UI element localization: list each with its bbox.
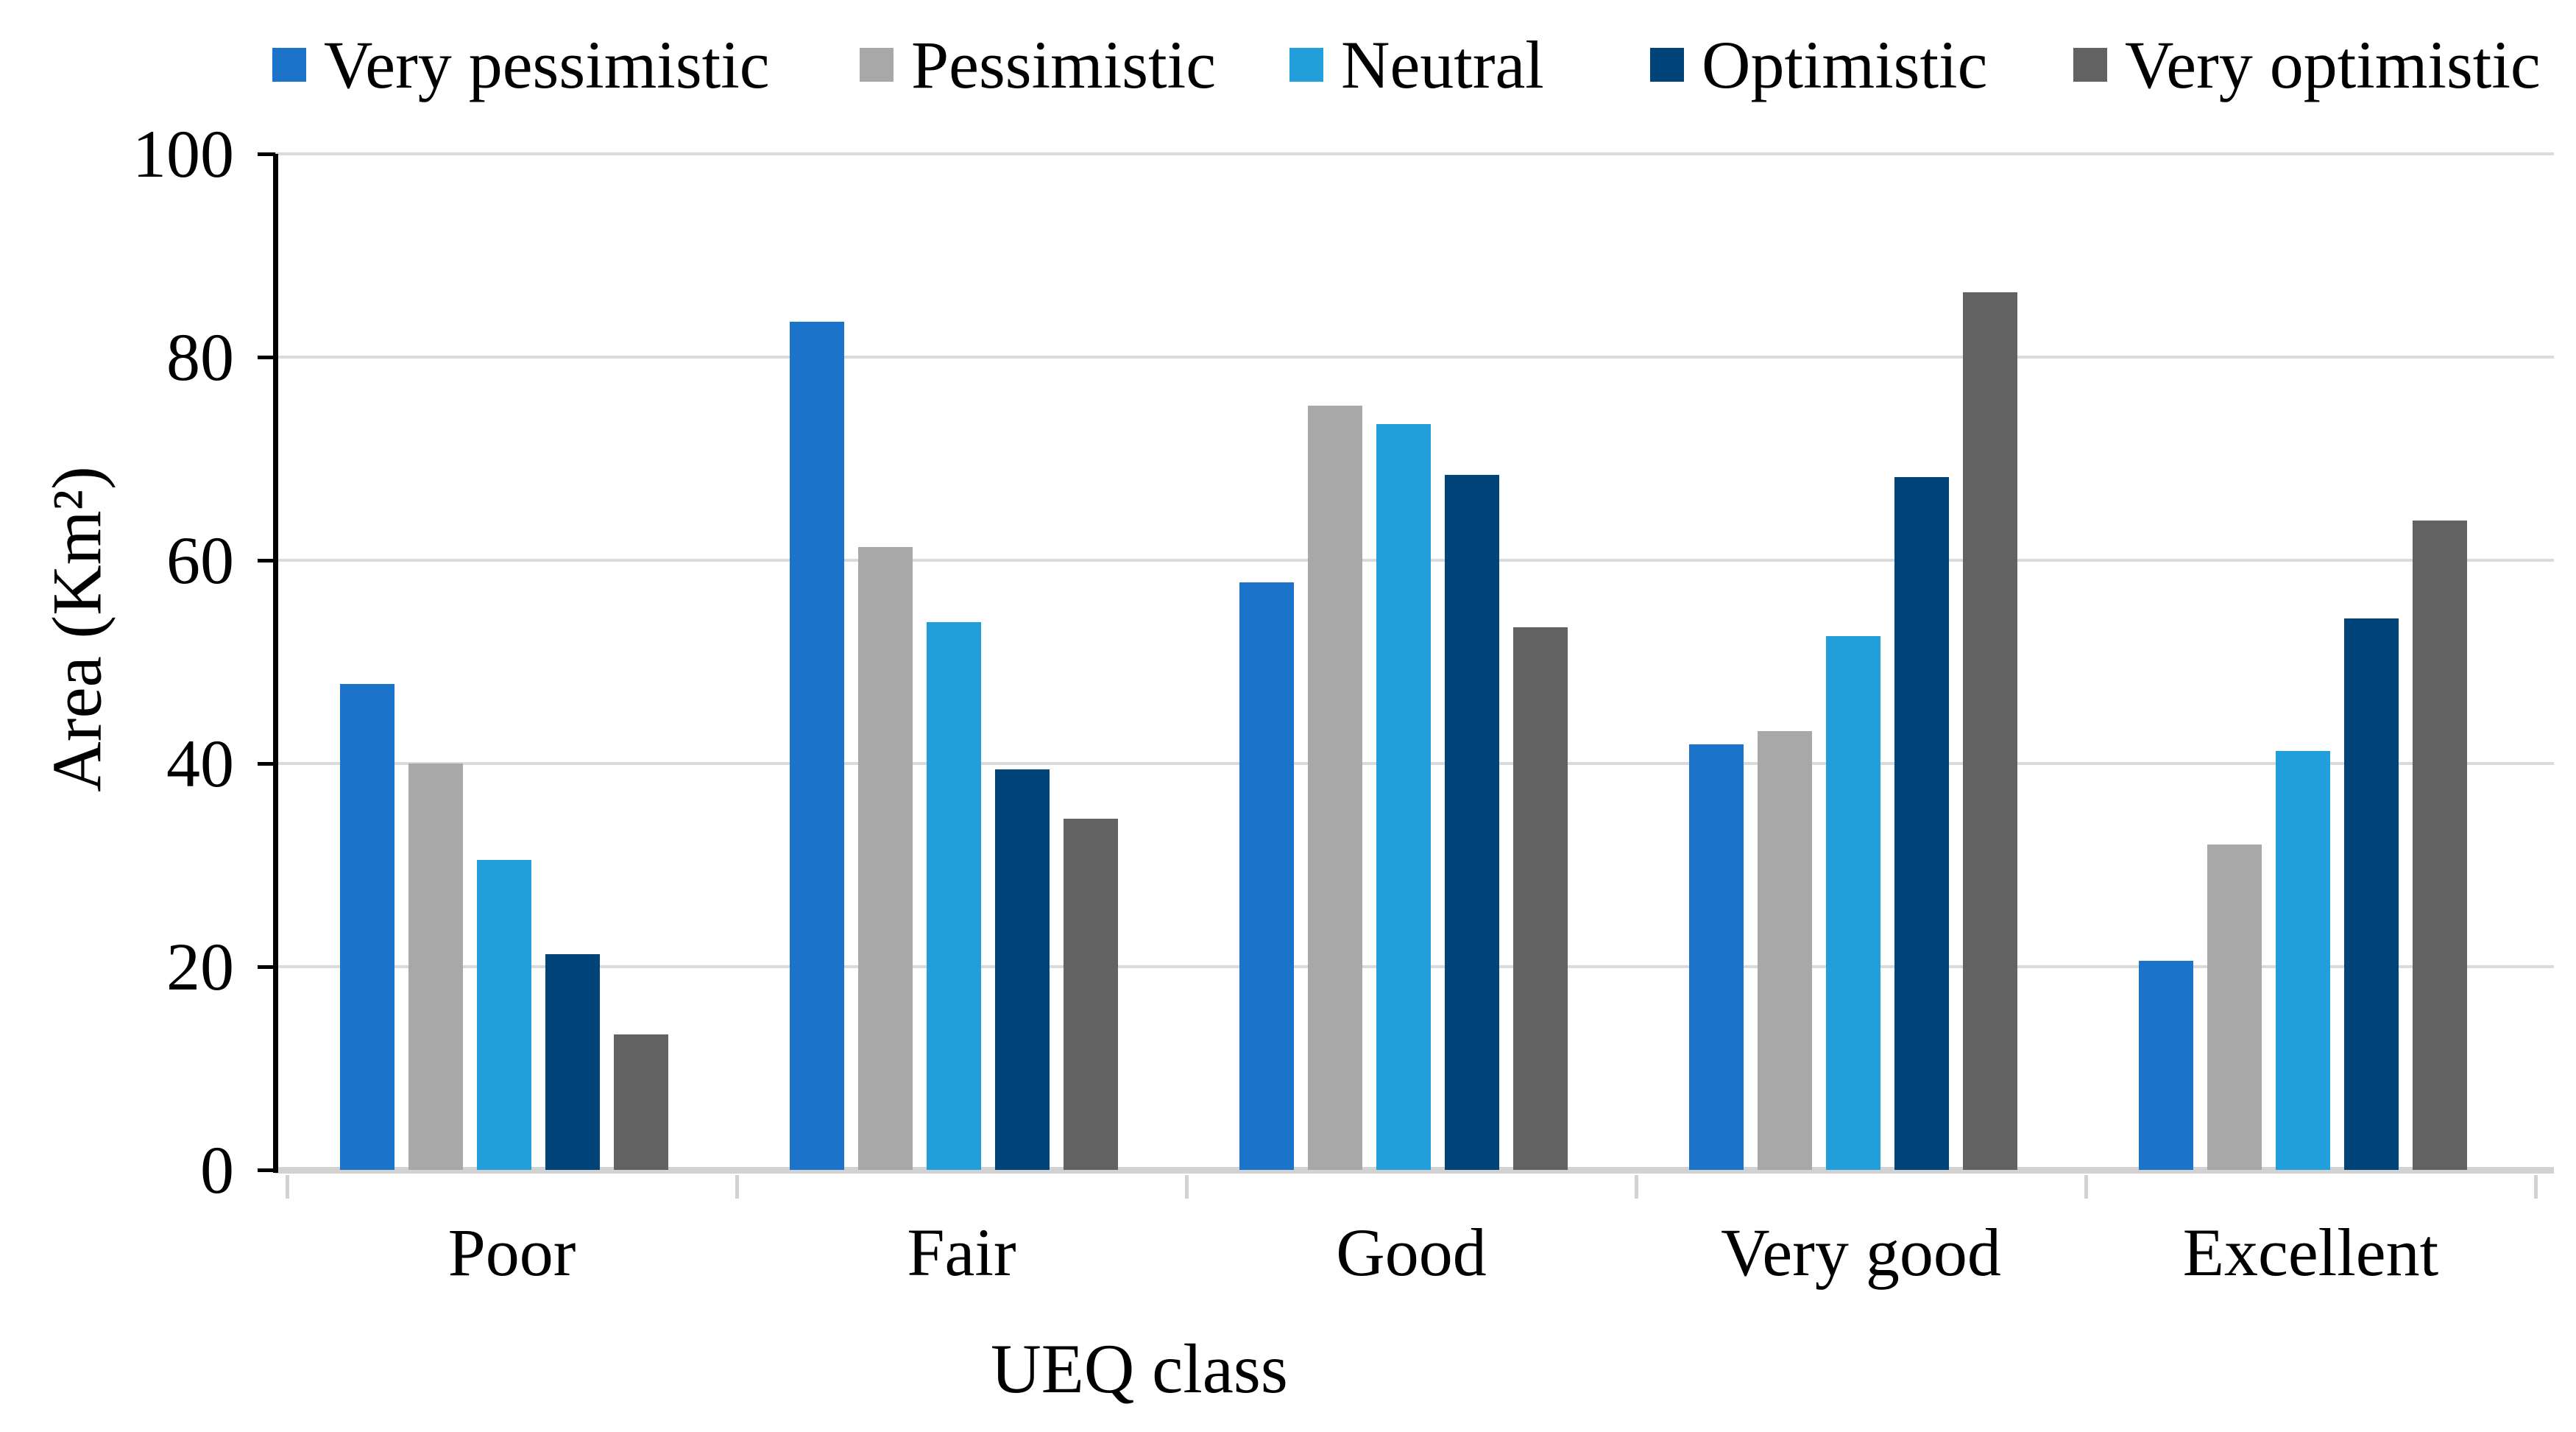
bar-very-good-very-optimistic [1963, 292, 2017, 1170]
bar-excellent-very-optimistic [2413, 521, 2467, 1170]
bar-very-good-very-pessimistic [1689, 744, 1744, 1170]
bar-good-neutral [1376, 424, 1431, 1170]
bar-very-good-neutral [1826, 636, 1880, 1170]
bar-good-very-pessimistic [1239, 582, 1294, 1170]
legend-swatch-pessimistic [860, 48, 894, 82]
x-category-label-poor: Poor [447, 1215, 576, 1290]
bar-excellent-very-pessimistic [2139, 961, 2193, 1170]
legend-label-very-optimistic: Very optimistic [2125, 27, 2541, 102]
y-axis-tick-0 [258, 1168, 275, 1172]
bar-good-optimistic [1445, 475, 1499, 1170]
gridline-80 [275, 356, 2554, 359]
legend-swatch-neutral [1289, 48, 1323, 82]
legend-label-pessimistic: Pessimistic [911, 27, 1217, 102]
legend-item-neutral: Neutral [1289, 31, 1544, 99]
bar-fair-optimistic [995, 769, 1050, 1170]
y-tick-label-60: 60 [166, 523, 234, 598]
x-category-label-good: Good [1336, 1215, 1487, 1290]
x-axis-title: UEQ class [991, 1330, 1288, 1408]
y-tick-label-0: 0 [200, 1132, 234, 1207]
x-axis-baseline [275, 1167, 2554, 1174]
x-axis-tick-0 [286, 1175, 289, 1199]
legend-swatch-very-pessimistic [272, 48, 306, 82]
bar-excellent-pessimistic [2207, 844, 2262, 1170]
bar-excellent-optimistic [2344, 618, 2399, 1170]
x-axis-tick-4 [2084, 1175, 2088, 1199]
bar-poor-pessimistic [408, 763, 463, 1170]
x-category-label-excellent: Excellent [2182, 1215, 2439, 1290]
legend-item-very-pessimistic: Very pessimistic [272, 31, 770, 99]
bar-fair-neutral [927, 622, 981, 1170]
legend-swatch-very-optimistic [2073, 48, 2107, 82]
x-category-label-very-good: Very good [1721, 1215, 2001, 1290]
bar-excellent-neutral [2276, 751, 2330, 1170]
y-axis-tick-20 [258, 965, 275, 969]
legend-swatch-optimistic [1650, 48, 1684, 82]
legend-label-very-pessimistic: Very pessimistic [324, 27, 770, 102]
legend-item-optimistic: Optimistic [1650, 31, 1987, 99]
legend-label-neutral: Neutral [1341, 27, 1544, 102]
x-axis-tick-3 [1635, 1175, 1638, 1199]
bar-poor-neutral [477, 860, 531, 1170]
bar-fair-pessimistic [858, 547, 913, 1170]
legend-label-optimistic: Optimistic [1702, 27, 1988, 102]
y-axis-line [273, 154, 278, 1173]
bar-good-pessimistic [1308, 406, 1362, 1170]
legend-item-very-optimistic: Very optimistic [2073, 31, 2541, 99]
bar-fair-very-pessimistic [790, 322, 844, 1170]
bar-poor-very-pessimistic [340, 684, 394, 1170]
x-axis-tick-5 [2534, 1175, 2538, 1199]
y-tick-label-40: 40 [166, 726, 234, 801]
y-tick-label-20: 20 [166, 929, 234, 1004]
bar-good-very-optimistic [1513, 627, 1568, 1170]
y-tick-label-80: 80 [166, 320, 234, 395]
bar-poor-optimistic [545, 954, 600, 1170]
bar-poor-very-optimistic [614, 1034, 668, 1170]
bar-very-good-pessimistic [1758, 731, 1812, 1170]
bar-fair-very-optimistic [1064, 819, 1118, 1170]
y-tick-label-100: 100 [132, 116, 234, 191]
y-axis-tick-40 [258, 762, 275, 766]
y-axis-tick-60 [258, 559, 275, 562]
bar-very-good-optimistic [1894, 477, 1949, 1170]
y-axis-tick-80 [258, 356, 275, 359]
gridline-100 [275, 152, 2554, 155]
x-category-label-fair: Fair [907, 1215, 1016, 1290]
x-axis-tick-2 [1185, 1175, 1189, 1199]
y-axis-title: Area (Km²) [38, 466, 116, 792]
y-axis-tick-100 [258, 152, 275, 156]
legend-item-pessimistic: Pessimistic [860, 31, 1216, 99]
x-axis-tick-1 [735, 1175, 739, 1199]
